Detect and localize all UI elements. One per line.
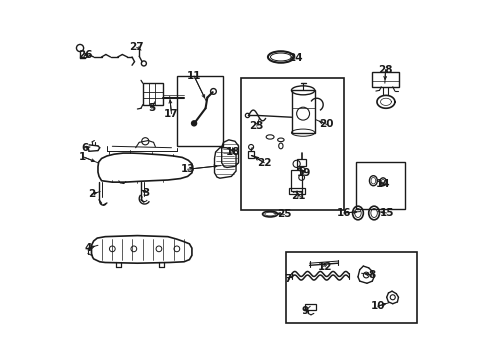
Bar	[286, 252, 417, 323]
Text: 25: 25	[277, 210, 292, 220]
Text: 18: 18	[226, 147, 241, 157]
Text: 13: 13	[180, 164, 195, 174]
Text: 2: 2	[88, 189, 95, 199]
Text: 9: 9	[302, 306, 309, 316]
Circle shape	[192, 121, 196, 126]
Text: 14: 14	[376, 179, 391, 189]
Text: 16: 16	[336, 208, 351, 218]
Text: 6: 6	[82, 143, 89, 153]
Bar	[248, 151, 254, 158]
Text: 11: 11	[187, 71, 201, 81]
Text: 3: 3	[143, 188, 150, 198]
Bar	[242, 78, 343, 211]
Bar	[356, 162, 405, 209]
Text: 24: 24	[288, 53, 302, 63]
Text: 12: 12	[318, 262, 333, 272]
Text: 15: 15	[379, 208, 394, 218]
Text: 8: 8	[368, 270, 376, 280]
Text: 21: 21	[292, 191, 306, 201]
Text: 19: 19	[297, 168, 311, 178]
Bar	[177, 76, 223, 146]
Bar	[305, 305, 316, 310]
Bar	[372, 72, 399, 87]
Bar	[292, 90, 315, 134]
Text: 5: 5	[148, 103, 155, 113]
Text: 17: 17	[164, 109, 179, 119]
Text: 27: 27	[129, 42, 144, 52]
Text: 7: 7	[284, 274, 292, 284]
Text: 1: 1	[79, 152, 87, 162]
Text: 10: 10	[370, 301, 385, 311]
Bar	[143, 83, 163, 105]
Text: 28: 28	[378, 64, 393, 75]
Bar	[289, 188, 304, 194]
Text: 23: 23	[249, 121, 264, 131]
Text: 20: 20	[319, 120, 334, 129]
Text: 26: 26	[78, 50, 93, 60]
Bar	[297, 159, 306, 166]
Text: 22: 22	[257, 158, 271, 168]
Text: 4: 4	[85, 243, 92, 253]
Bar	[291, 170, 302, 192]
